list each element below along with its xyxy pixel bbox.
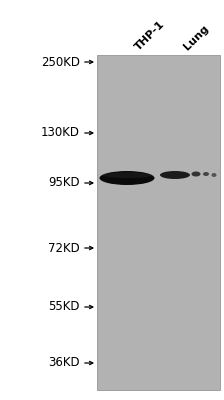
Text: 72KD: 72KD	[48, 242, 80, 254]
Ellipse shape	[192, 172, 200, 176]
Text: 95KD: 95KD	[48, 176, 80, 190]
Text: Lung: Lung	[182, 23, 211, 52]
Text: 130KD: 130KD	[41, 126, 80, 140]
Bar	[97, 55, 220, 390]
Text: THP-1: THP-1	[133, 18, 166, 52]
Ellipse shape	[99, 171, 155, 185]
Text: 36KD: 36KD	[48, 356, 80, 370]
Text: 250KD: 250KD	[41, 56, 80, 68]
Ellipse shape	[211, 173, 217, 177]
Ellipse shape	[203, 172, 209, 176]
Ellipse shape	[160, 171, 190, 179]
Ellipse shape	[102, 172, 152, 178]
Text: 55KD: 55KD	[49, 300, 80, 314]
